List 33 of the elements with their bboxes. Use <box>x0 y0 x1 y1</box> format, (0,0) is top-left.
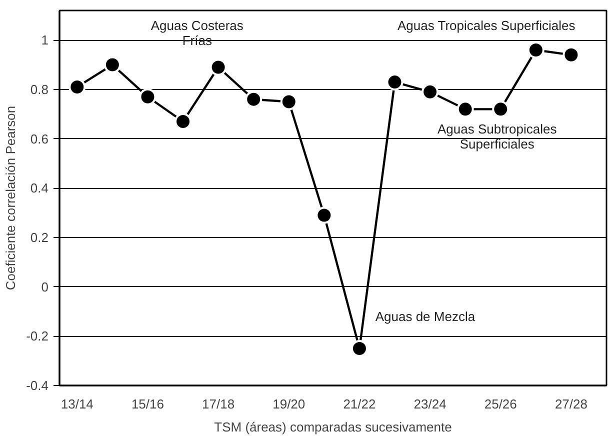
x-tick-label: 19/20 <box>272 396 306 412</box>
y-tick-label: 0.4 <box>30 180 49 196</box>
y-tick-label: 0.6 <box>30 131 49 146</box>
point <box>210 58 227 76</box>
x-axis-title: TSM (áreas) comparadas sucesivamente <box>214 420 452 434</box>
y-tick-label: 0.2 <box>30 230 49 245</box>
point <box>316 206 333 224</box>
point <box>386 74 404 91</box>
y-tick-label: -0.2 <box>26 328 49 344</box>
point <box>456 100 474 118</box>
annotation: Aguas de Mezcla <box>375 308 476 324</box>
point <box>245 90 262 108</box>
point <box>280 93 298 110</box>
point <box>350 340 368 357</box>
y-axis-title: Coeficiente correlación Pearson <box>3 106 18 290</box>
x-tick-label: 13/14 <box>60 396 94 412</box>
y-tick-label: 0 <box>41 279 49 294</box>
x-tick-label: 25/26 <box>484 396 517 412</box>
point <box>492 100 510 118</box>
point <box>562 46 580 64</box>
point <box>139 88 156 106</box>
x-tick-label: 27/28 <box>554 396 588 412</box>
point <box>104 56 121 74</box>
y-tick-label: -0.4 <box>26 378 49 393</box>
annotation: Aguas Subtropicales Superficiales <box>437 121 558 152</box>
x-tick-label: 17/18 <box>202 396 235 412</box>
x-tick-label: 15/16 <box>131 396 164 412</box>
y-tick-label: 1 <box>41 32 49 48</box>
y-tick-label: 0.8 <box>30 82 49 97</box>
annotation: Aguas Tropicales Superficiales <box>398 18 576 33</box>
x-tick-label: 23/24 <box>414 396 446 412</box>
point <box>422 83 439 100</box>
x-tick-label: 21/22 <box>343 396 376 412</box>
